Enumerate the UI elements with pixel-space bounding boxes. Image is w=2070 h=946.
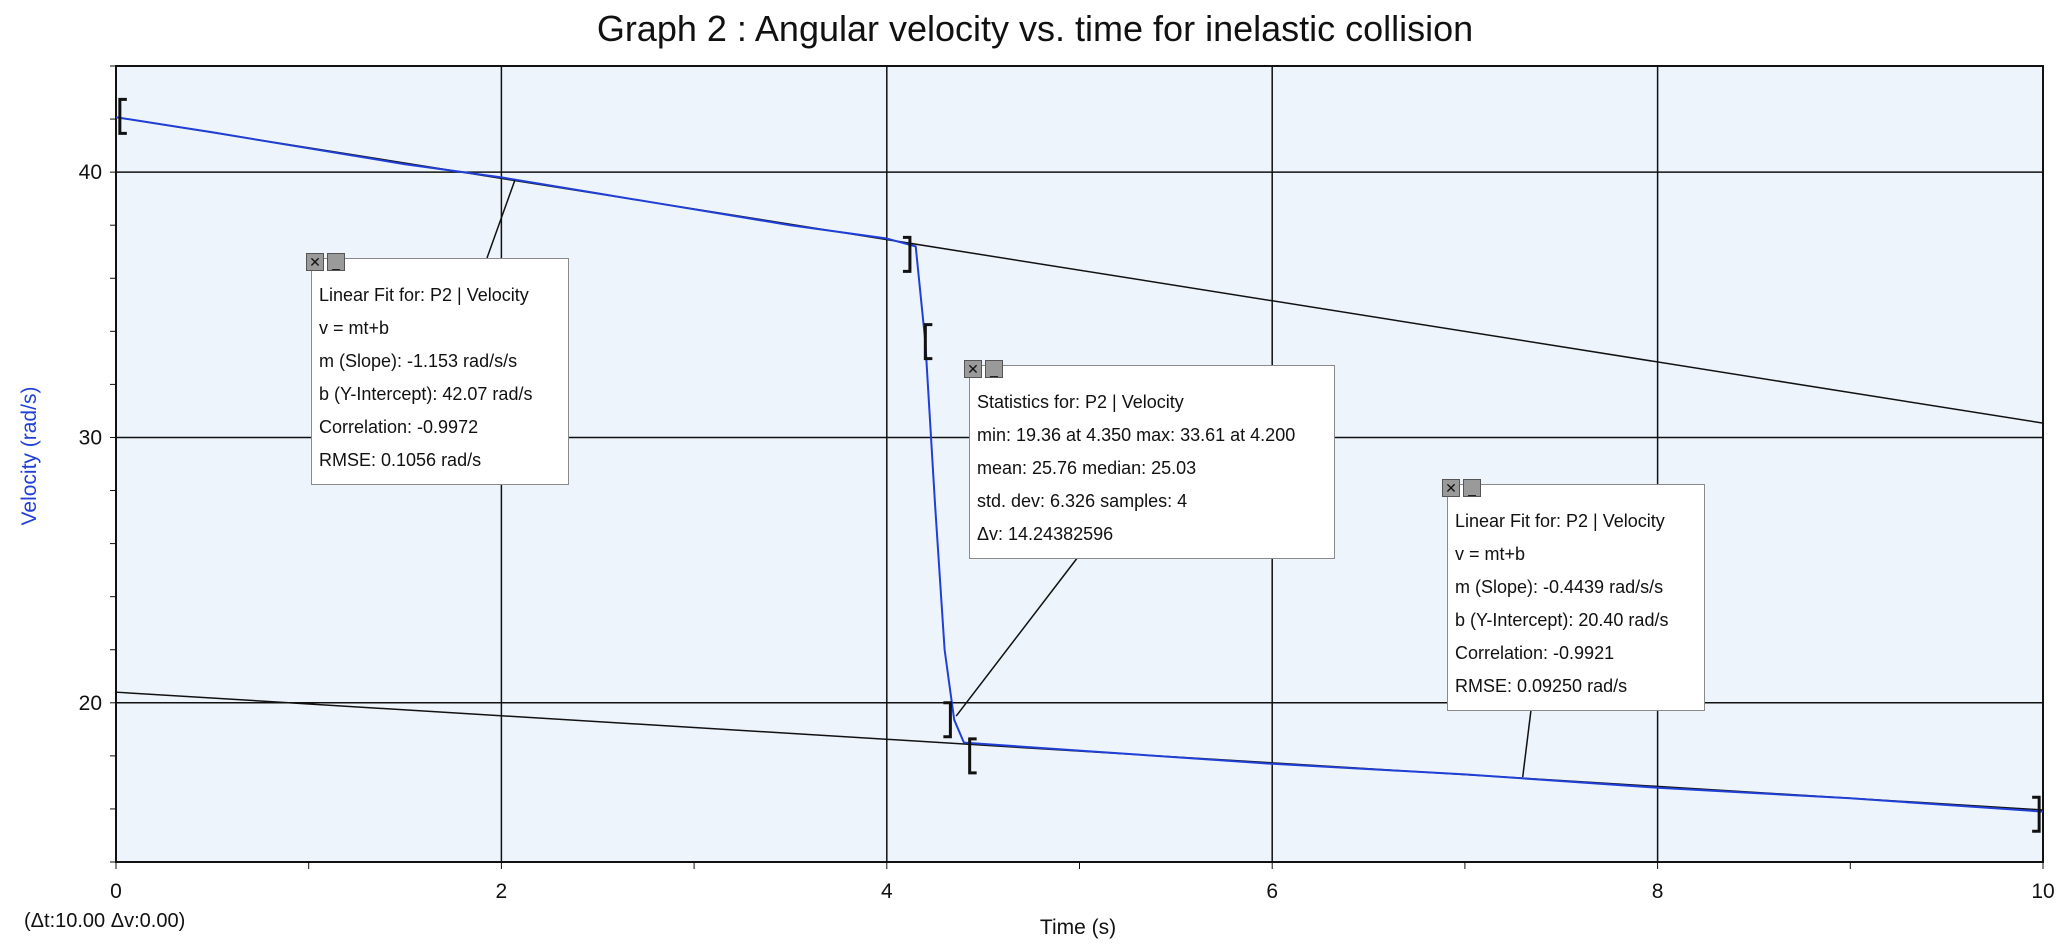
x-axis-label: Time (s) (1039, 916, 1117, 939)
fit2-line: Correlation: -0.9921 (1455, 643, 1615, 663)
y-tick-label: 30 (79, 426, 102, 449)
fit1-line: v = mt+b (319, 318, 390, 338)
x-tick-label: 6 (1266, 880, 1278, 903)
y-tick-label: 20 (79, 692, 102, 715)
fit1-line: Linear Fit for: P2 | Velocity (319, 285, 529, 305)
stats-line: Statistics for: P2 | Velocity (977, 392, 1184, 412)
fit2-line: RMSE: 0.09250 rad/s (1455, 676, 1628, 696)
x-tick-label: 8 (1652, 880, 1664, 903)
stats-line: Δv: 14.24382596 (977, 524, 1114, 544)
fit2-line: Linear Fit for: P2 | Velocity (1455, 511, 1665, 531)
fit1-line: RMSE: 0.1056 rad/s (319, 450, 482, 470)
axis-ticks (110, 65, 2044, 869)
statistics-box[interactable]: ✕ _ Statistics for: P2 | Velocity min: 1… (964, 360, 1335, 559)
x-tick-label: 4 (881, 880, 893, 903)
minimize-icon[interactable]: _ (327, 253, 345, 271)
annotation-leaders (486, 179, 1532, 778)
close-icon[interactable]: ✕ (306, 253, 324, 271)
region-bracket (902, 235, 912, 273)
fit2-leader (1521, 709, 1532, 778)
minimize-icon[interactable]: _ (985, 360, 1003, 378)
y-axis-label: Velocity (rad/s) (18, 386, 41, 526)
minimize-icon[interactable]: _ (1463, 479, 1481, 497)
region-bracket (943, 701, 952, 739)
close-icon[interactable]: ✕ (1442, 479, 1460, 497)
linear-fit-box-2[interactable]: ✕ _ Linear Fit for: P2 | Velocity v = mt… (1442, 479, 1705, 711)
fit2-line: m (Slope): -0.4439 rad/s/s (1455, 577, 1664, 597)
fit2-line: v = mt+b (1455, 544, 1526, 564)
region-bracket (2032, 795, 2041, 833)
region-bracket (968, 737, 977, 775)
stats-line: std. dev: 6.326 samples: 4 (977, 491, 1188, 511)
fit1-line: b (Y-Intercept): 42.07 rad/s (319, 384, 533, 404)
y-tick-label: 40 (79, 161, 102, 184)
stats-leader (955, 556, 1079, 717)
close-icon[interactable]: ✕ (964, 360, 982, 378)
linear-fit-box-1[interactable]: ✕ _ Linear Fit for: P2 | Velocity v = mt… (306, 253, 569, 485)
stats-line: mean: 25.76 median: 25.03 (977, 458, 1197, 478)
x-tick-label: 0 (110, 880, 122, 903)
region-bracket (923, 323, 933, 361)
delta-readout: (Δt:10.00 Δv:0.00) (24, 910, 186, 932)
fit1-line: m (Slope): -1.153 rad/s/s (319, 351, 518, 371)
x-tick-label: 2 (496, 880, 508, 903)
fit1-leader (486, 179, 516, 259)
fit1-line: Correlation: -0.9972 (319, 417, 479, 437)
fit2-line: b (Y-Intercept): 20.40 rad/s (1455, 610, 1669, 630)
x-tick-label: 10 (2031, 880, 2054, 903)
region-bracket (118, 97, 127, 135)
chart-title: Graph 2 : Angular velocity vs. time for … (596, 8, 1474, 49)
stats-line: min: 19.36 at 4.350 max: 33.61 at 4.200 (977, 425, 1296, 445)
tick-labels: 0 2 4 6 8 10 20 30 40 (79, 161, 2055, 903)
region-brackets[interactable] (118, 97, 2041, 833)
